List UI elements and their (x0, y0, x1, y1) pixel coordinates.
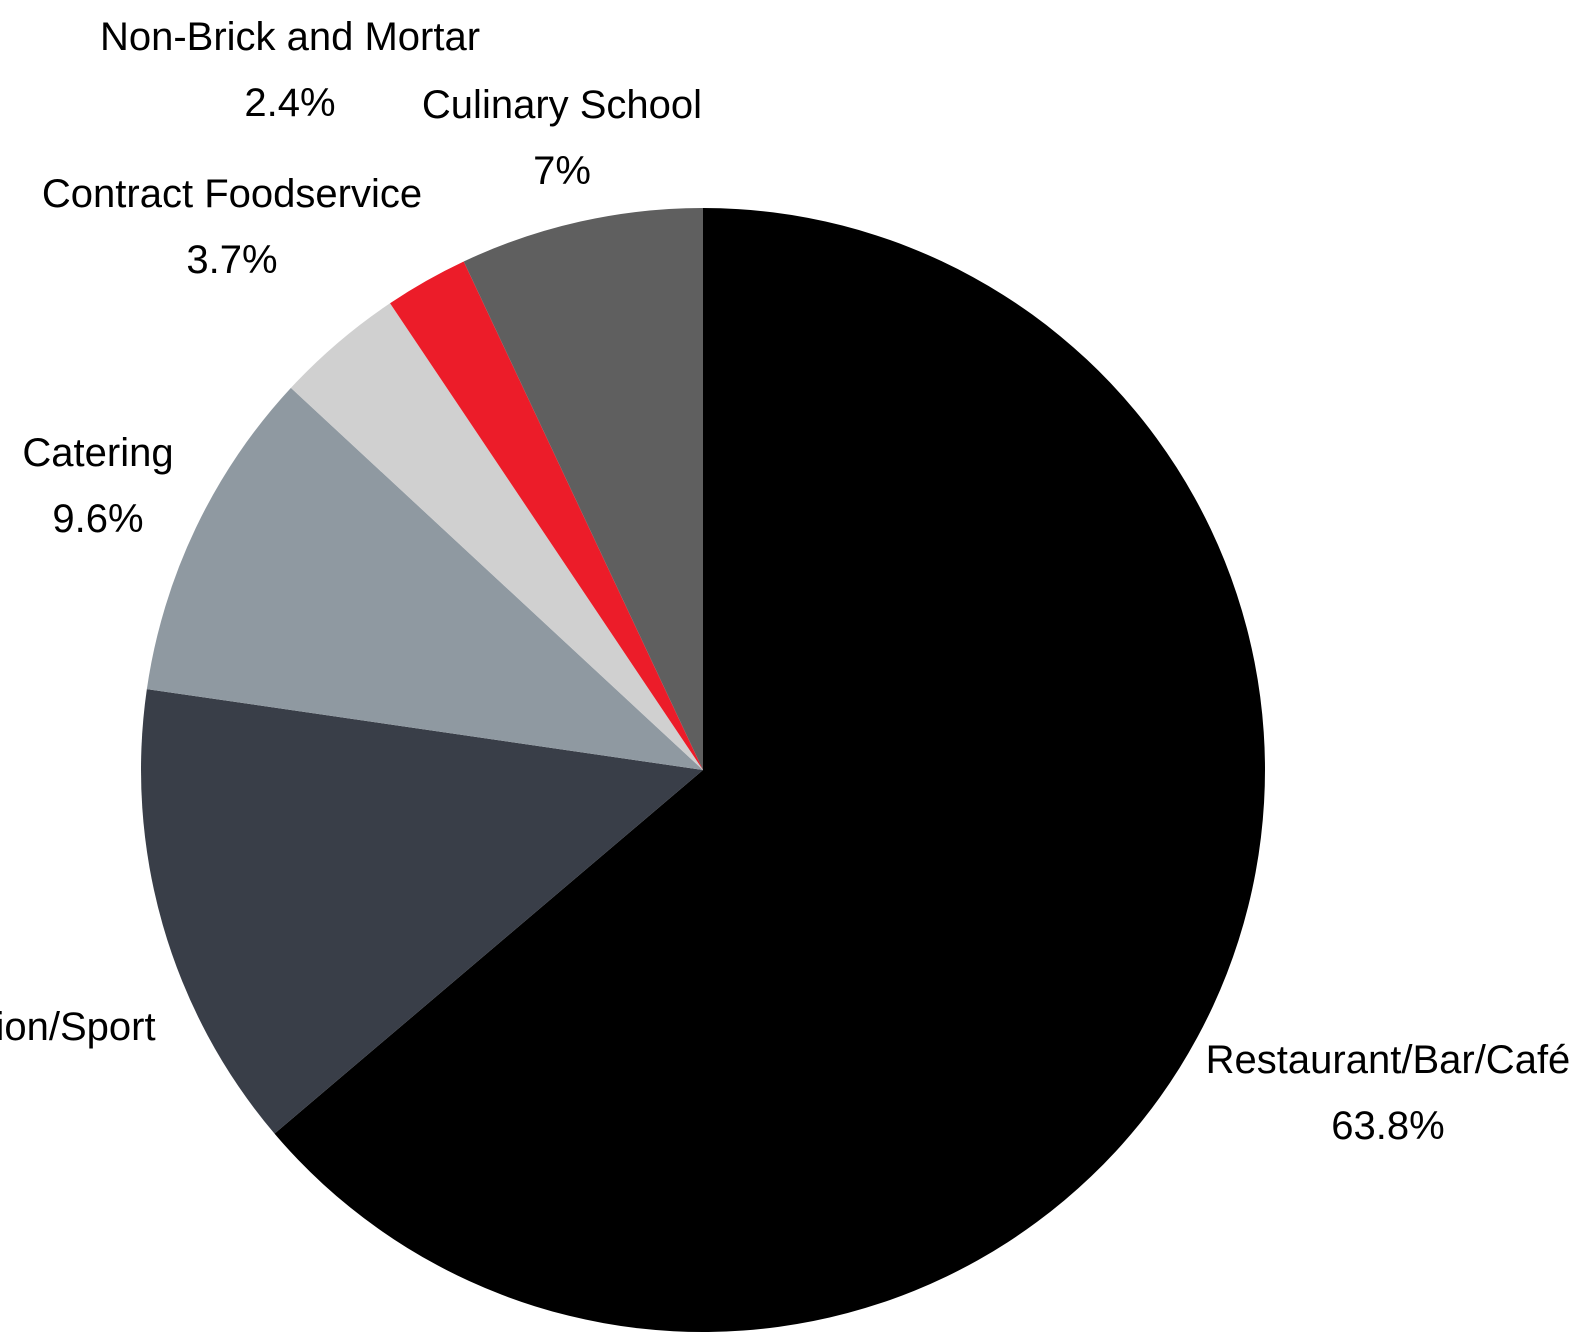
slice-value-restaurant-bar-caf: 63.8% (1331, 1104, 1444, 1148)
slice-value-non-brick-and-mortar: 2.4% (244, 81, 335, 125)
pie-slice-tion-sport (141, 689, 703, 1134)
pie-slice-non-brick-and-mortar (390, 261, 703, 770)
pie-labels: Restaurant/Bar/Café 63.8% tion/Sport Cateri… (0, 15, 1570, 1148)
slice-label-tion-sport: tion/Sport (0, 1005, 156, 1049)
slice-label-restaurant-bar-caf: Restaurant/Bar/Café (1206, 1038, 1571, 1082)
slice-label-non-brick-and-mortar: Non-Brick and Mortar (100, 15, 480, 59)
pie-slice-contract-foodservice (290, 303, 703, 770)
pie-slice-catering (146, 387, 704, 770)
slice-value-catering: 9.6% (52, 497, 143, 541)
pie-slices (141, 208, 1265, 1332)
pie-slice-restaurant-bar-caf (274, 208, 1265, 1332)
slice-label-catering: Catering (22, 431, 173, 475)
slice-value-contract-foodservice: 3.7% (186, 238, 277, 282)
slice-label-culinary-school: Culinary School (422, 83, 702, 127)
pie-slice-culinary-school (463, 208, 703, 770)
slice-value-culinary-school: 7% (533, 149, 591, 193)
slice-label-contract-foodservice: Contract Foodservice (42, 172, 422, 216)
